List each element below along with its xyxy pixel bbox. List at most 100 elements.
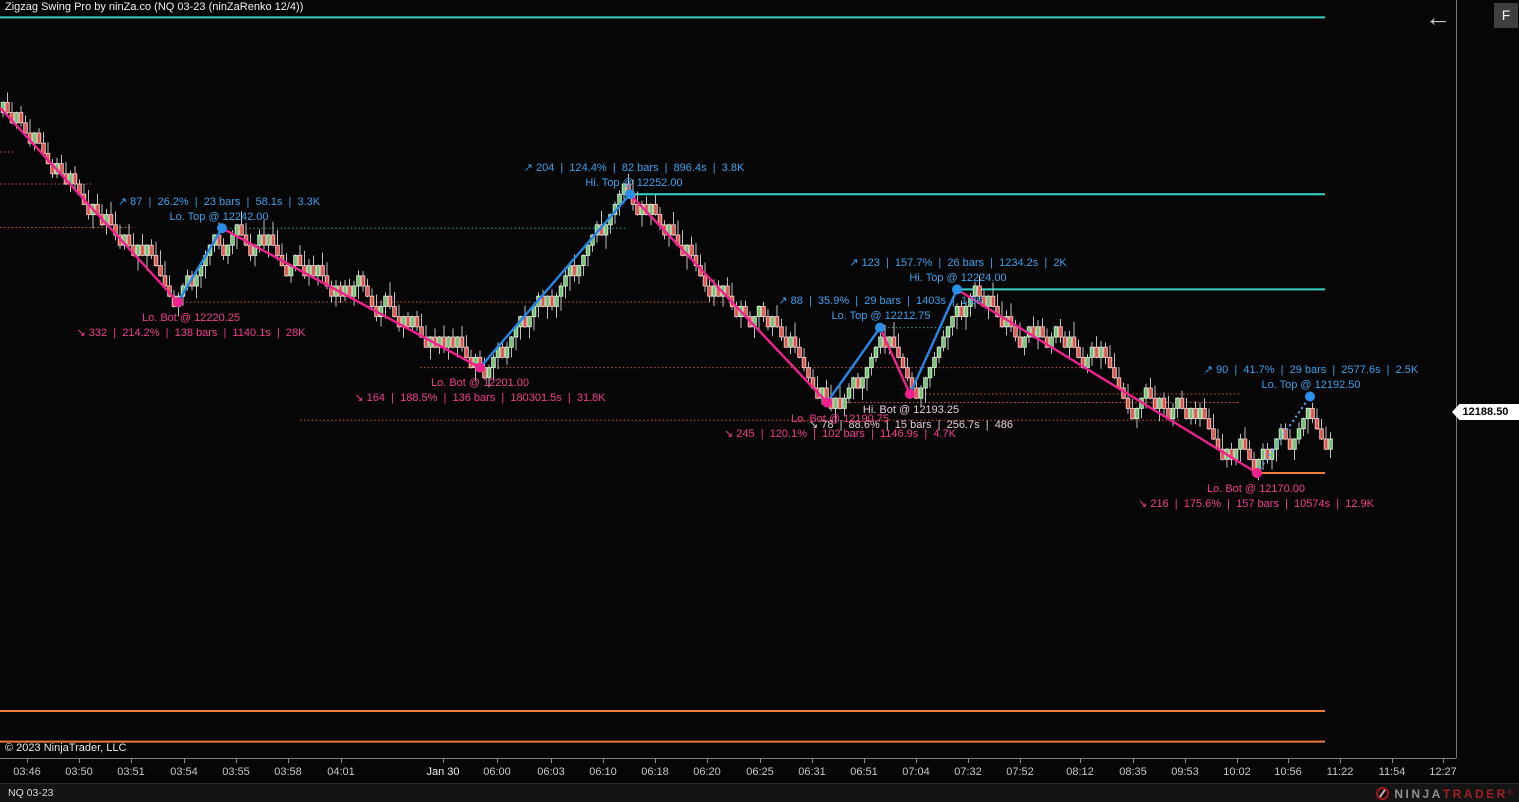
logo-text-ninja: NINJA (1394, 786, 1443, 801)
swing-level-lines (0, 16, 1325, 743)
time-axis-tick (27, 758, 28, 763)
swing-point-text: Hi. Top @ 12252.00 (585, 176, 683, 189)
swing-stats-text: ↘ 164 | 188.5% | 136 bars | 180301.5s | … (354, 391, 606, 404)
swing-stats-text: ↘ 332 | 214.2% | 138 bars | 1140.1s | 28… (76, 326, 306, 339)
back-arrow-icon[interactable]: ← (1425, 2, 1451, 32)
time-axis-label: 06:00 (483, 766, 511, 778)
ninjatrader-logo: NINJA TRADER ® (1376, 786, 1513, 801)
time-axis-label: 03:54 (170, 766, 198, 778)
logo-text-trader: TRADER (1442, 786, 1508, 801)
time-axis-label: 11:22 (1326, 766, 1354, 778)
time-axis-tick (603, 758, 604, 763)
swing-bottom-dot (1252, 468, 1262, 478)
time-axis-label: 10:56 (1274, 766, 1302, 778)
time-axis-tick (341, 758, 342, 763)
time-axis-label: 06:31 (798, 766, 826, 778)
swing-label-bottom: Hi. Bot @ 12193.25 ↘ 78 | 88.6% | 15 bars… (809, 403, 1013, 432)
time-axis-tick (551, 758, 552, 763)
time-axis-tick (443, 758, 444, 763)
price-axis-line (1456, 0, 1457, 758)
swing-label-bottom: Lo. Bot @ 12170.00 ↘ 216 | 175.6% | 157 b… (1138, 482, 1374, 511)
time-axis-label: 06:51 (850, 766, 878, 778)
swing-top-dot (625, 189, 635, 200)
time-axis-scale[interactable]: 03:46 03:50 03:51 03:54 03:55 03:58 04:01 Jan 3… (0, 758, 1457, 782)
swing-point-text: Lo. Top @ 12242.00 (169, 210, 269, 223)
swing-label-bottom: Lo. Bot @ 12190.75 ↘ 245 | 120.1% | 102 b… (724, 412, 956, 441)
time-axis-tick (131, 758, 132, 763)
bottom-tab-bar: NQ 03-23 NINJA TRADER ® (0, 783, 1519, 802)
swing-bottom-dot (905, 388, 915, 399)
time-axis-tick (288, 758, 289, 763)
swing-stats-text: ↗ 204 | 124.4% | 82 bars | 896.4s | 3.8K (523, 162, 745, 174)
time-axis-label: 10:02 (1223, 766, 1251, 778)
time-axis-tick (864, 758, 865, 763)
swing-point-text: Lo. Top @ 12212.75 (831, 309, 931, 322)
extended-swing-level-dashes (0, 151, 1240, 421)
zigzag-lines (0, 106, 1311, 475)
swing-point-text: Lo. Top @ 12192.50 (1261, 378, 1361, 391)
time-axis-label: 03:50 (65, 766, 93, 778)
swing-point-text: Hi. Top @ 12224.00 (909, 271, 1007, 284)
logo-registered-mark: ® (1507, 790, 1513, 797)
time-axis-tick (79, 758, 80, 763)
swing-stats-text: ↗ 90 | 41.7% | 29 bars | 2577.6s | 2.5K (1203, 364, 1419, 376)
ninjatrader-logo-icon (1376, 787, 1390, 800)
swing-stats-text: ↘ 216 | 175.6% | 157 bars | 10574s | 12.… (1138, 497, 1374, 510)
swing-label-bottom: Lo. Bot @ 12220.25 ↘ 332 | 214.2% | 138 b… (77, 311, 306, 340)
time-axis-label: 04:01 (327, 766, 355, 778)
swing-bottom-dot (475, 362, 485, 373)
time-axis-tick (236, 758, 237, 763)
swing-point-text: Hi. Bot @ 12193.25 (862, 404, 960, 416)
swing-stats-text: ↗ 123 | 157.7% | 26 bars | 1234.2s | 2K (849, 257, 1067, 269)
time-axis-tick (916, 758, 917, 763)
swing-stats-text: ↗ 87 | 26.2% | 23 bars | 58.1s | 3.3K (117, 196, 321, 208)
time-axis-tick (655, 758, 656, 763)
time-axis-label: 07:32 (954, 766, 982, 778)
time-axis-label: 03:51 (117, 766, 145, 778)
swing-top-dot (1305, 391, 1315, 402)
time-axis-tick (1020, 758, 1021, 763)
swing-point-text: Lo. Bot @ 12220.25 (141, 312, 241, 324)
swing-label-top: ↗ 123 | 157.7% | 26 bars | 1234.2s | 2K H… (849, 256, 1067, 285)
time-axis-label: Jan 30 (426, 766, 460, 778)
indicator-title: Zigzag Swing Pro by ninZa.co (NQ 03-23 (… (5, 1, 304, 13)
swing-bottom-dot (822, 397, 832, 408)
swing-label-top: ↗ 87 | 26.2% | 23 bars | 58.1s | 3.3K Lo.… (118, 195, 320, 224)
time-axis-label: 07:52 (1006, 766, 1034, 778)
price-axis-scale[interactable]: 12300.0012290.0012280.0012270.0012260.00… (1456, 0, 1519, 758)
swing-bottom-dot (173, 297, 183, 308)
copyright-text: © 2023 NinjaTrader, LLC (5, 742, 127, 754)
swing-top-dot (952, 284, 962, 295)
time-axis-line (0, 758, 1456, 759)
time-axis-label: 11:54 (1378, 766, 1406, 778)
time-axis-tick (1340, 758, 1341, 763)
fit-axis-button[interactable]: F (1494, 3, 1518, 28)
swing-stats-text: ↘ 78 | 88.6% | 15 bars | 256.7s | 486 (808, 418, 1014, 431)
time-axis-label: 09:53 (1171, 766, 1199, 778)
time-axis-label: 08:12 (1066, 766, 1094, 778)
time-axis-label: 12:27 (1429, 766, 1457, 778)
time-axis-label: 06:03 (537, 766, 565, 778)
time-axis-tick (1080, 758, 1081, 763)
swing-top-dot (875, 322, 885, 333)
time-axis-label: 06:25 (746, 766, 774, 778)
time-axis-tick (1288, 758, 1289, 763)
time-axis-label: 06:20 (693, 766, 721, 778)
time-axis-tick (760, 758, 761, 763)
time-axis-label: 08:35 (1119, 766, 1147, 778)
time-axis-tick (184, 758, 185, 763)
time-axis-tick (968, 758, 969, 763)
swing-point-text: Lo. Bot @ 12201.00 (430, 377, 530, 389)
instrument-tab[interactable]: NQ 03-23 (8, 787, 54, 799)
swing-top-dot (217, 223, 227, 234)
renko-bar-bodies (0, 101, 1333, 471)
swing-label-top: ↗ 90 | 41.7% | 29 bars | 2577.6s | 2.5K L… (1204, 363, 1419, 392)
swing-label-bottom: Lo. Bot @ 12201.00 ↘ 164 | 188.5% | 136 b… (354, 376, 605, 405)
time-axis-label: 03:46 (13, 766, 41, 778)
swing-stats-text: ↘ 245 | 120.1% | 102 bars | 1146.9s | 4.… (723, 427, 957, 440)
swing-point-dots (173, 189, 1315, 478)
time-axis-tick (1237, 758, 1238, 763)
current-price-value: 12188.50 (1462, 406, 1509, 418)
